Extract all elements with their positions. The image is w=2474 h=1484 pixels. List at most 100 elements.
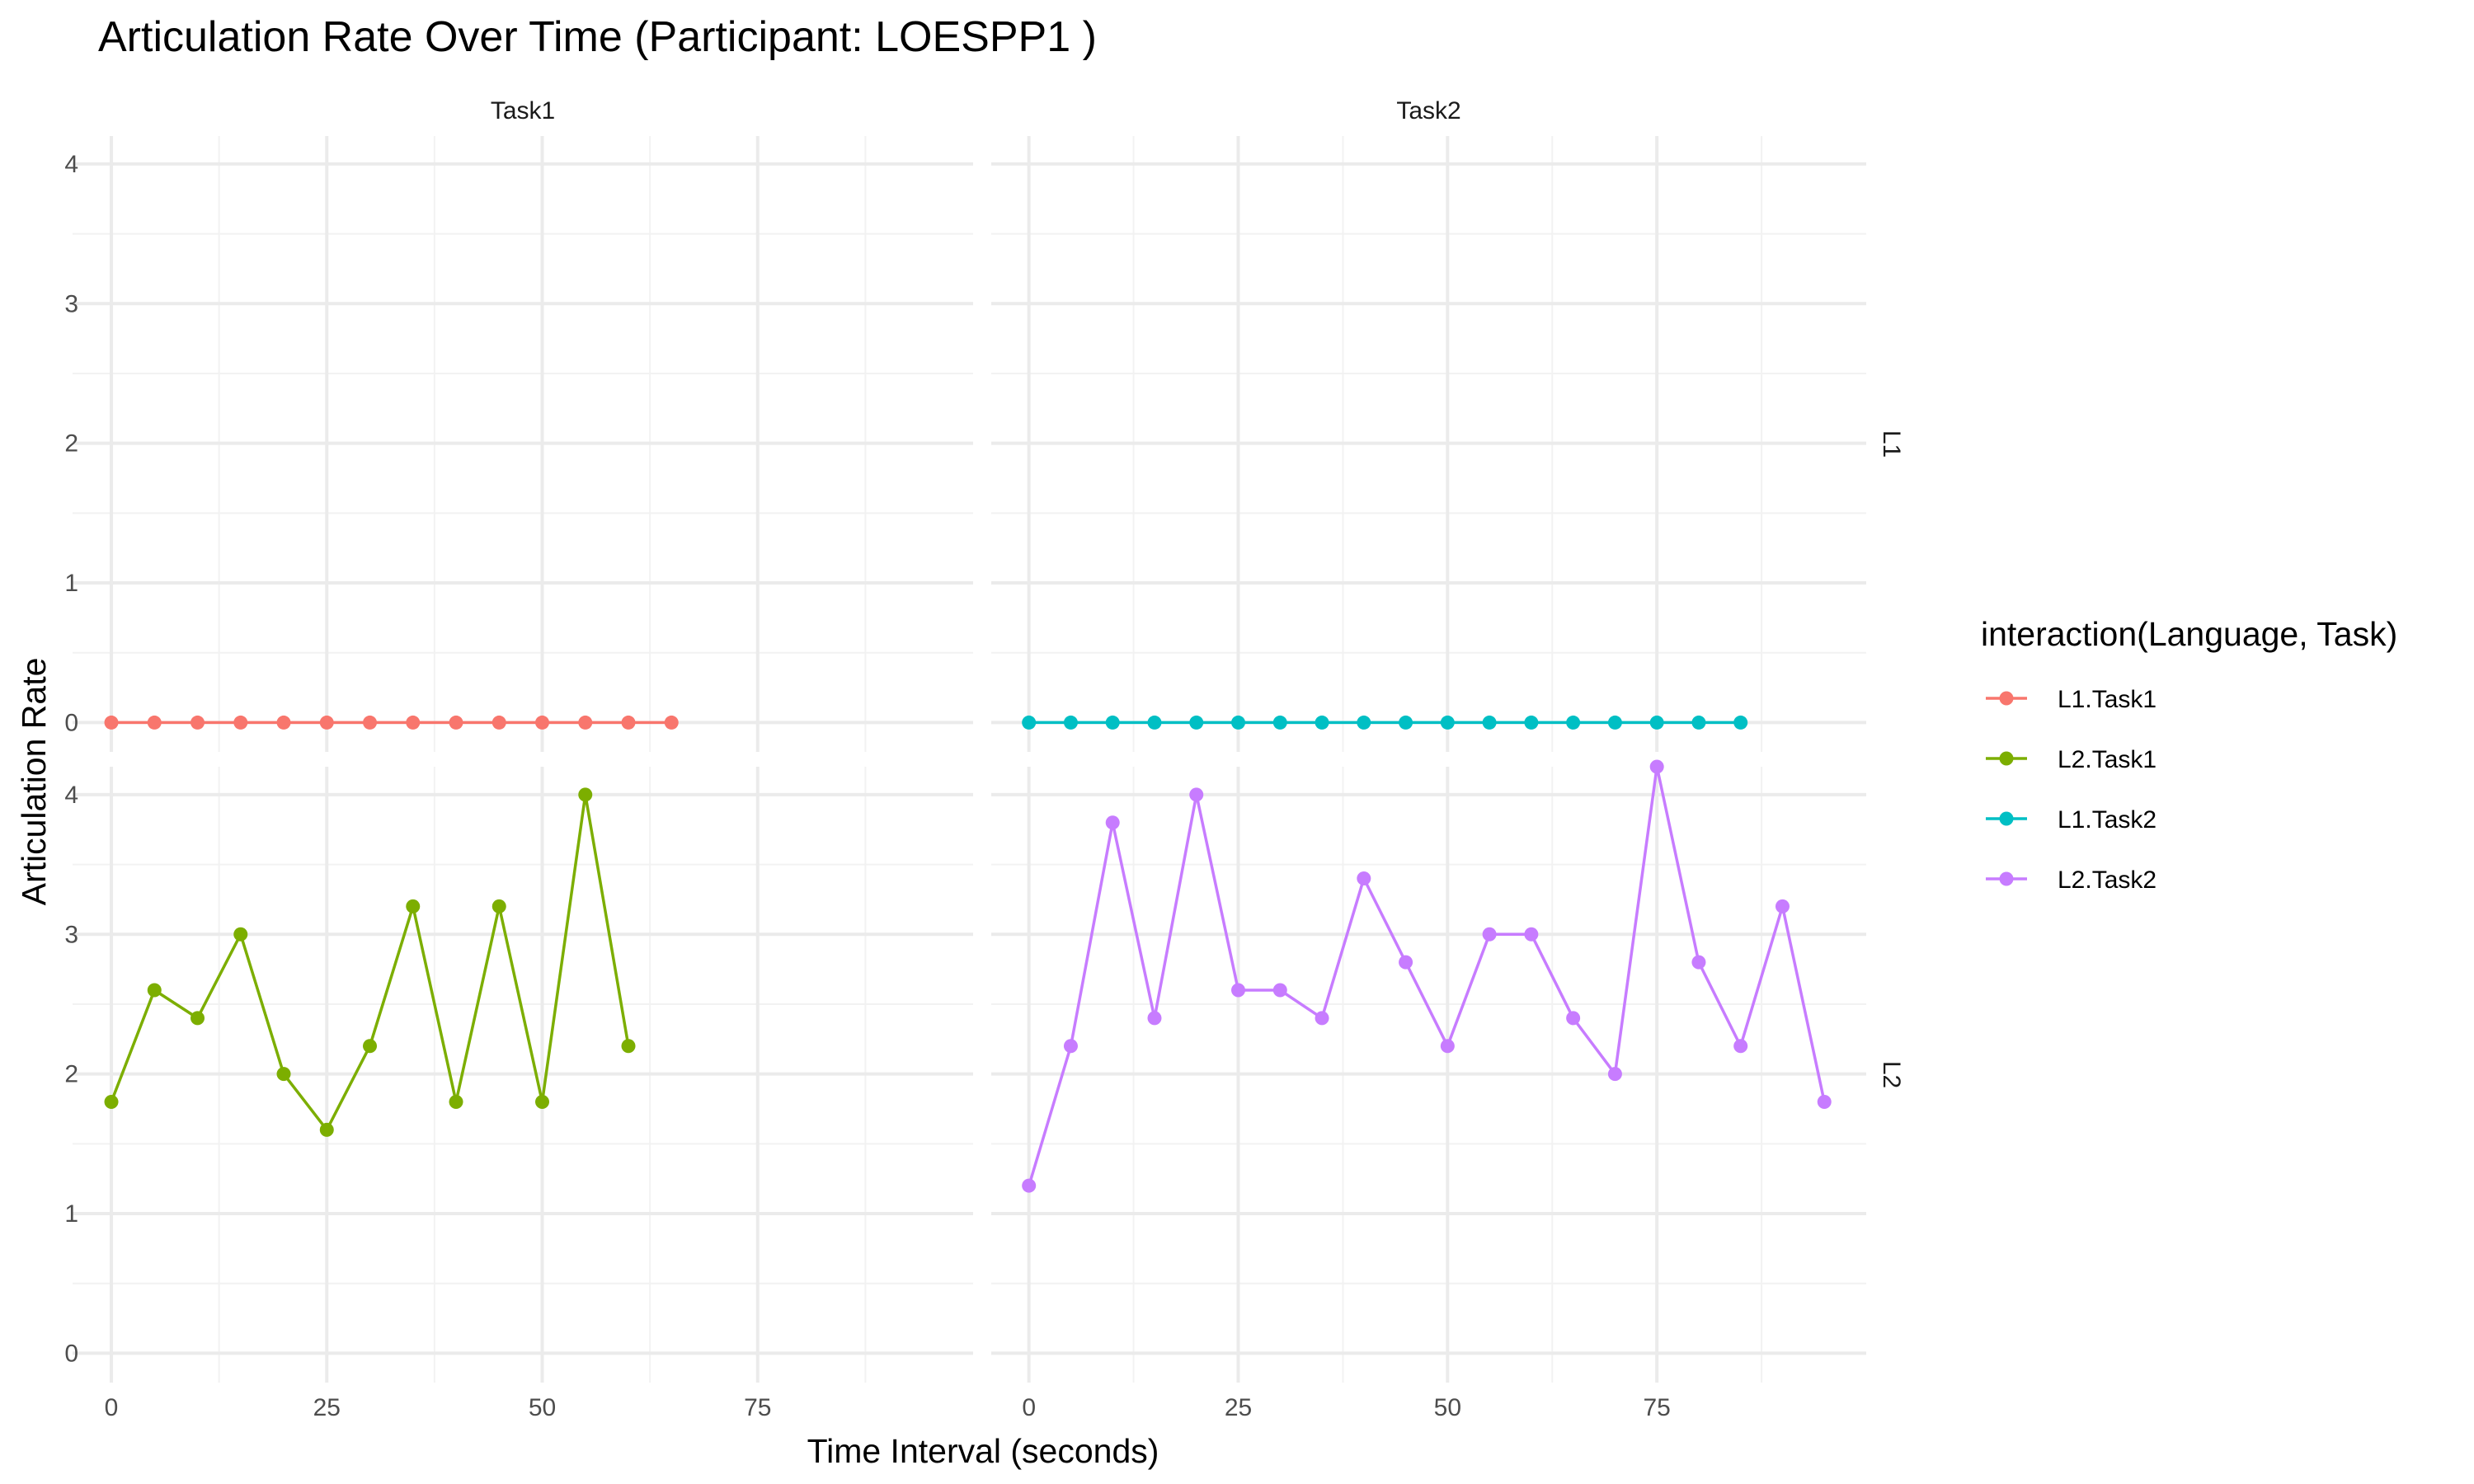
- data-point: [1315, 715, 1329, 730]
- x-tick-label: 75: [744, 1394, 771, 1421]
- x-tick-label: 0: [105, 1394, 119, 1421]
- y-tick-label: 3: [64, 921, 78, 948]
- legend-key-point: [1999, 871, 2014, 886]
- data-point: [190, 1011, 205, 1026]
- facet-panel-L2-Task2: [991, 767, 1866, 1383]
- data-point: [1566, 715, 1581, 730]
- legend-key-point: [1999, 751, 2014, 766]
- y-tick-label: 0: [64, 1340, 78, 1367]
- y-tick-label: 3: [64, 290, 78, 317]
- legend-title: interaction(Language, Task): [1981, 615, 2397, 653]
- data-point: [319, 1122, 334, 1137]
- data-point: [1691, 715, 1706, 730]
- legend-item-L1.Task1: L1.Task1: [1986, 686, 2157, 713]
- legend-label: L1.Task2: [2058, 806, 2157, 834]
- facet-strip-col: Task2: [1396, 97, 1460, 124]
- series-L2.Task2: [1022, 759, 1832, 1193]
- data-point: [578, 787, 593, 802]
- data-point: [363, 715, 378, 730]
- data-point: [147, 983, 162, 998]
- data-point: [276, 715, 291, 730]
- legend-item-L2.Task1: L2.Task1: [1986, 746, 2157, 773]
- data-point: [406, 715, 421, 730]
- facet-strips: Task1 Task2 L1 L2: [491, 97, 1905, 1088]
- data-point: [1357, 871, 1371, 886]
- y-tick-label: 0: [64, 709, 78, 736]
- data-point: [578, 715, 593, 730]
- data-point: [1189, 787, 1204, 802]
- data-point: [1482, 927, 1497, 942]
- data-point: [1147, 715, 1162, 730]
- data-point: [1566, 1011, 1581, 1026]
- data-point: [1817, 1095, 1832, 1110]
- data-point: [1775, 899, 1790, 913]
- data-point: [1607, 1067, 1622, 1082]
- x-axis-ticks: 0 25 50 75 0 25 50 75: [105, 1394, 1671, 1421]
- data-point: [1607, 715, 1622, 730]
- data-point: [664, 715, 679, 730]
- x-tick-label: 75: [1643, 1394, 1670, 1421]
- data-point: [1649, 759, 1664, 774]
- data-point: [1440, 1039, 1455, 1054]
- series-L1.Task2: [1022, 715, 1748, 730]
- data-point: [1105, 815, 1120, 830]
- legend-items: L1.Task1 L2.Task1 L1.Task2 L2.Task2: [1986, 686, 2157, 894]
- data-point: [492, 715, 506, 730]
- legend-label: L2.Task1: [2058, 746, 2157, 773]
- legend-item-L1.Task2: L1.Task2: [1986, 806, 2157, 834]
- data-point: [104, 715, 119, 730]
- data-point: [1231, 983, 1246, 998]
- data-point: [319, 715, 334, 730]
- facet-panels: [73, 136, 1866, 1383]
- data-point: [1524, 927, 1539, 942]
- data-point: [1022, 715, 1037, 730]
- data-point: [1063, 1039, 1078, 1054]
- data-point: [449, 1095, 463, 1110]
- facet-panel-L2-Task1: [73, 767, 973, 1383]
- data-point: [104, 1095, 119, 1110]
- data-point: [1691, 955, 1706, 970]
- data-point: [449, 715, 463, 730]
- y-tick-label: 2: [64, 430, 78, 458]
- data-point: [1733, 1039, 1748, 1054]
- legend-item-L2.Task2: L2.Task2: [1986, 866, 2157, 894]
- data-point: [1399, 955, 1413, 970]
- y-axis-ticks: 0 1 2 3 4 0 1 2 3 4: [64, 151, 78, 1368]
- series-line: [1028, 765, 1826, 1186]
- data-point: [1357, 715, 1371, 730]
- y-tick-label: 4: [64, 782, 78, 809]
- data-point: [621, 715, 636, 730]
- legend-key-point: [1999, 691, 2014, 706]
- data-point: [621, 1039, 636, 1054]
- data-point: [406, 899, 421, 913]
- x-tick-label: 0: [1022, 1394, 1036, 1421]
- data-point: [535, 1095, 550, 1110]
- y-axis-title: Articulation Rate: [15, 658, 53, 906]
- legend: interaction(Language, Task) L1.Task1 L2.T…: [1981, 615, 2397, 894]
- x-tick-label: 25: [1225, 1394, 1252, 1421]
- data-point: [1524, 715, 1539, 730]
- data-point: [1733, 715, 1748, 730]
- facet-panel-L1-Task1: [73, 136, 973, 752]
- data-point: [492, 899, 506, 913]
- legend-label: L2.Task2: [2058, 866, 2157, 894]
- data-point: [363, 1039, 378, 1054]
- data-point: [147, 715, 162, 730]
- data-point: [1482, 715, 1497, 730]
- y-tick-label: 2: [64, 1061, 78, 1088]
- chart-title: Articulation Rate Over Time (Participant…: [98, 13, 1097, 61]
- facet-panel-L1-Task2: [991, 136, 1866, 752]
- data-point: [1440, 715, 1455, 730]
- data-point: [1231, 715, 1246, 730]
- data-point: [1189, 715, 1204, 730]
- legend-key-point: [1999, 811, 2014, 826]
- data-point: [1649, 715, 1664, 730]
- facet-strip-row: L1: [1878, 430, 1905, 458]
- data-point: [1022, 1178, 1037, 1193]
- data-point: [1315, 1011, 1329, 1026]
- x-axis-title: Time Interval (seconds): [807, 1432, 1159, 1470]
- data-point: [1105, 715, 1120, 730]
- x-tick-label: 25: [313, 1394, 341, 1421]
- series-L2.Task1: [104, 787, 636, 1137]
